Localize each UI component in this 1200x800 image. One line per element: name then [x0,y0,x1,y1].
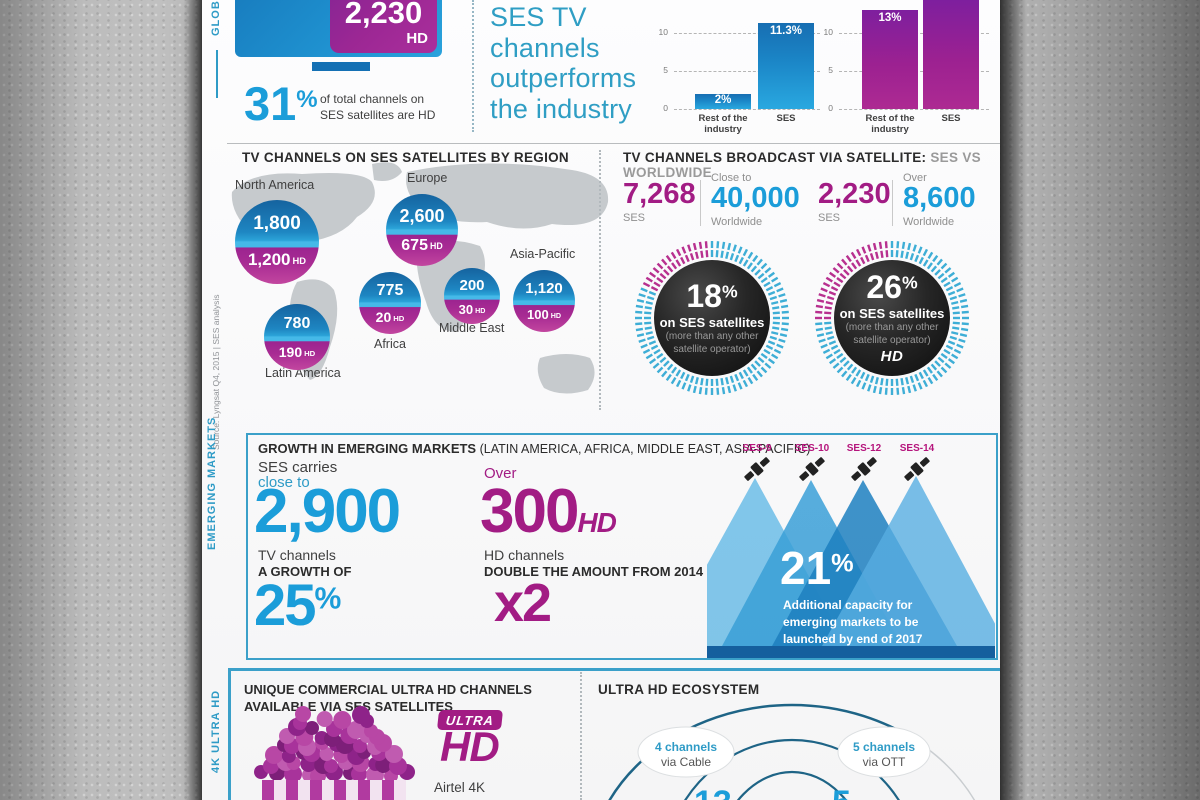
bar-chart-purple: 10 5 0 13% Rest of the industry SES [817,0,995,146]
worldwide-count: 40,000 [711,182,800,214]
bar-chart-blue: 10 5 0 2% 11.3% Rest of the industry SES [652,0,824,146]
tv-channels-label: TV channels [258,547,336,563]
ses-count: 2,230 [818,178,891,210]
ecosystem-node-ott: 5 channels via OTT [852,740,916,769]
worldwide-label: Worldwide [903,216,955,228]
stat-divider [700,180,701,226]
y-tick: 5 [663,65,668,75]
region-label: Europe [407,171,448,185]
hd-logo-small: HD [577,507,616,538]
ecosystem-node-cable: 4 channels via Cable [654,740,718,769]
hd-unit: HD [406,30,428,47]
y-tick: 0 [663,103,668,113]
section-label-emerging: EMERGING MARKETS [206,416,218,550]
ultra-hd-logo-hd: HD [440,723,500,770]
hd-share-caption: of total channels on SES satellites are … [320,92,436,122]
bar-rest-of-industry: 13% [862,10,918,109]
x-category: Rest of the industry [865,113,915,135]
section-bracket-line [216,50,218,98]
headline: SES TV channels outperforms the industry [490,2,637,124]
region-circle-europe: 2,600 675 HD [386,194,458,266]
satellite-label: SES-12 [846,443,882,454]
region-label: North America [235,178,315,192]
stat-divider [892,180,893,226]
satellite-label: SES-14 [899,443,935,454]
satellite-label: SES-10 [794,443,830,454]
region-circle-asia-pacific: 1,120 100 HD [513,270,575,332]
infographic-poster: GLOBAL Source: Lyngsat Q4, 2015 | SES an… [202,0,1000,800]
region-label: Africa [374,337,406,351]
section-divider [227,143,1000,144]
partner-name: Airtel 4K [434,780,486,795]
capacity-value: 21% [780,542,854,594]
ses-label: SES [818,212,841,224]
section-label-global: GLOBAL [210,0,222,36]
double-value: x2 [494,573,552,633]
hd-share-stat: 31% [244,80,318,127]
satellite-label: SES-9 [742,443,772,454]
region-circle-middle-east: 200 30 HD [444,268,500,324]
growth-value: 25% [254,573,341,638]
hd-mark: HD [880,348,904,365]
bar-ses: 11.3% [758,23,814,109]
gridline [674,109,820,110]
dotted-separator-top [472,0,474,132]
worldwide-label: Worldwide [711,216,763,228]
dotted-separator-bottom [580,672,582,800]
x-category: Rest of the industry [698,113,748,135]
y-tick: 10 [823,27,833,37]
bar-rest-of-industry: 2% [695,94,751,109]
ses-label: SES [623,212,646,224]
region-circle-africa: 775 20 HD [359,272,421,334]
y-tick: 5 [828,65,833,75]
dotted-separator-mid [599,150,601,410]
x-category: SES [776,113,796,124]
hd-channels-count: 300HD [480,477,617,546]
ses-count: 7,268 [623,178,696,210]
gridline [839,109,989,110]
region-label: Asia-Pacific [510,247,576,261]
globe-18pct: 18% on SES satellites (more than any oth… [632,238,792,398]
hd-channel-count: 2,230 [344,0,423,30]
tv-channels-count: 2,900 [254,477,401,546]
popcorn-bucket [254,706,415,800]
hd-channels-label: HD channels [484,547,565,563]
x-category: SES [941,113,961,124]
y-tick: 10 [658,27,668,37]
ecosystem-partial-value: 13 [694,786,732,800]
hd-share-sign: % [296,85,318,113]
poster-left-shadow [184,0,202,800]
globe-26pct: 26% on SES satellites (more than any oth… [812,238,972,398]
tv-graphic-stand [312,62,370,71]
emerging-title: GROWTH IN EMERGING MARKETS (LATIN AMERIC… [258,441,811,456]
section-label-uhd: 4K ULTRA HD [210,689,222,773]
region-circle-latin-america: 780 190 HD [264,304,330,370]
poster-right-shadow [1000,0,1026,800]
y-tick: 0 [828,103,833,113]
hd-share-value: 31 [244,77,297,130]
worldwide-count: 8,600 [903,182,976,214]
capacity-caption: Additional capacity for emerging markets… [783,598,923,646]
region-circle-north-america: 1,800 1,200 HD [235,200,319,284]
tv-hd-badge: 2,230 HD [330,0,437,53]
satellite-vs-title: TV CHANNELS BROADCAST VIA SATELLITE: SES… [623,150,981,180]
ecosystem-partial-value: 5 [832,786,851,800]
bar-ses [923,0,979,109]
